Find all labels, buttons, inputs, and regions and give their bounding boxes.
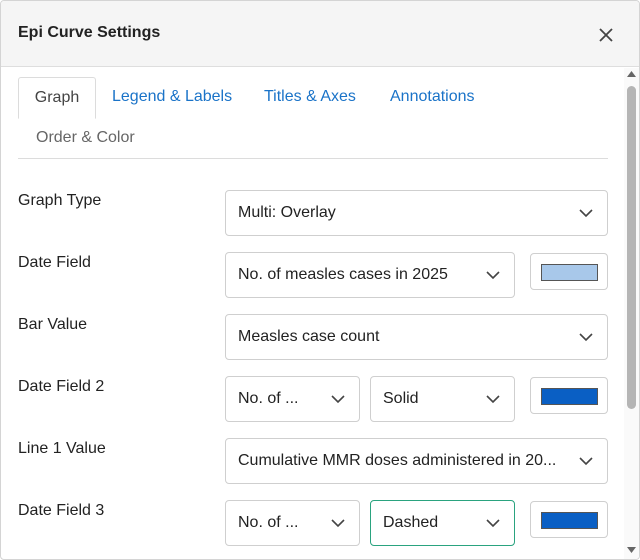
dialog-body: Graph Legend & Labels Titles & Axes Anno… <box>1 68 623 559</box>
chevron-down-icon <box>331 395 345 404</box>
date-field-2-line-style-select[interactable]: Solid <box>370 376 515 422</box>
date-field-3-line-style-value: Dashed <box>383 514 439 531</box>
chevron-down-icon <box>486 395 500 404</box>
chevron-down-icon <box>579 333 593 342</box>
scroll-down-arrow-icon[interactable] <box>627 547 636 553</box>
date-field-3-value: No. of ... <box>238 514 299 531</box>
bar-value-value: Measles case count <box>238 328 380 345</box>
dialog-title: Epi Curve Settings <box>18 24 161 41</box>
vertical-scrollbar[interactable] <box>624 68 639 559</box>
date-field-2-label: Date Field 2 <box>18 378 105 395</box>
date-field-color-swatch <box>541 264 598 281</box>
line-1-value-label: Line 1 Value <box>18 440 106 457</box>
date-field-select[interactable]: No. of measles cases in 2025 <box>225 252 515 298</box>
chevron-down-icon <box>486 271 500 280</box>
date-field-3-line-style-select[interactable]: Dashed <box>370 500 515 546</box>
date-field-3-color-swatch <box>541 512 598 529</box>
chevron-down-icon <box>486 519 500 528</box>
date-field-color-picker[interactable] <box>530 253 608 290</box>
bar-value-label: Bar Value <box>18 316 88 333</box>
date-field-label: Date Field <box>18 254 91 271</box>
date-field-3-color-picker[interactable] <box>530 501 608 538</box>
close-button[interactable] <box>595 24 617 46</box>
tab-titles-axes[interactable]: Titles & Axes <box>264 88 356 105</box>
dialog-header: Epi Curve Settings <box>1 1 639 67</box>
date-field-2-select[interactable]: No. of ... <box>225 376 360 422</box>
tab-annotations[interactable]: Annotations <box>390 88 475 105</box>
line-1-value-select[interactable]: Cumulative MMR doses administered in 20.… <box>225 438 608 484</box>
tab-graph[interactable]: Graph <box>18 77 96 119</box>
tab-legend-labels[interactable]: Legend & Labels <box>112 88 233 105</box>
scroll-up-arrow-icon[interactable] <box>627 71 636 77</box>
chevron-down-icon <box>579 457 593 466</box>
chevron-down-icon <box>579 209 593 218</box>
date-field-2-value: No. of ... <box>238 390 299 407</box>
date-field-2-line-style-value: Solid <box>383 390 419 407</box>
tab-bar: Graph Legend & Labels Titles & Axes Anno… <box>18 77 608 159</box>
line-1-value-value: Cumulative MMR doses administered in 20.… <box>238 452 557 469</box>
graph-type-value: Multi: Overlay <box>238 204 336 221</box>
graph-type-label: Graph Type <box>18 192 102 209</box>
close-icon <box>599 28 613 42</box>
graph-type-select[interactable]: Multi: Overlay <box>225 190 608 236</box>
date-field-value: No. of measles cases in 2025 <box>238 266 448 283</box>
scrollbar-thumb[interactable] <box>627 86 636 409</box>
date-field-2-color-picker[interactable] <box>530 377 608 414</box>
bar-value-select[interactable]: Measles case count <box>225 314 608 360</box>
chevron-down-icon <box>331 519 345 528</box>
date-field-3-label: Date Field 3 <box>18 502 105 519</box>
date-field-2-color-swatch <box>541 388 598 405</box>
tab-order-color[interactable]: Order & Color <box>36 129 135 146</box>
date-field-3-select[interactable]: No. of ... <box>225 500 360 546</box>
